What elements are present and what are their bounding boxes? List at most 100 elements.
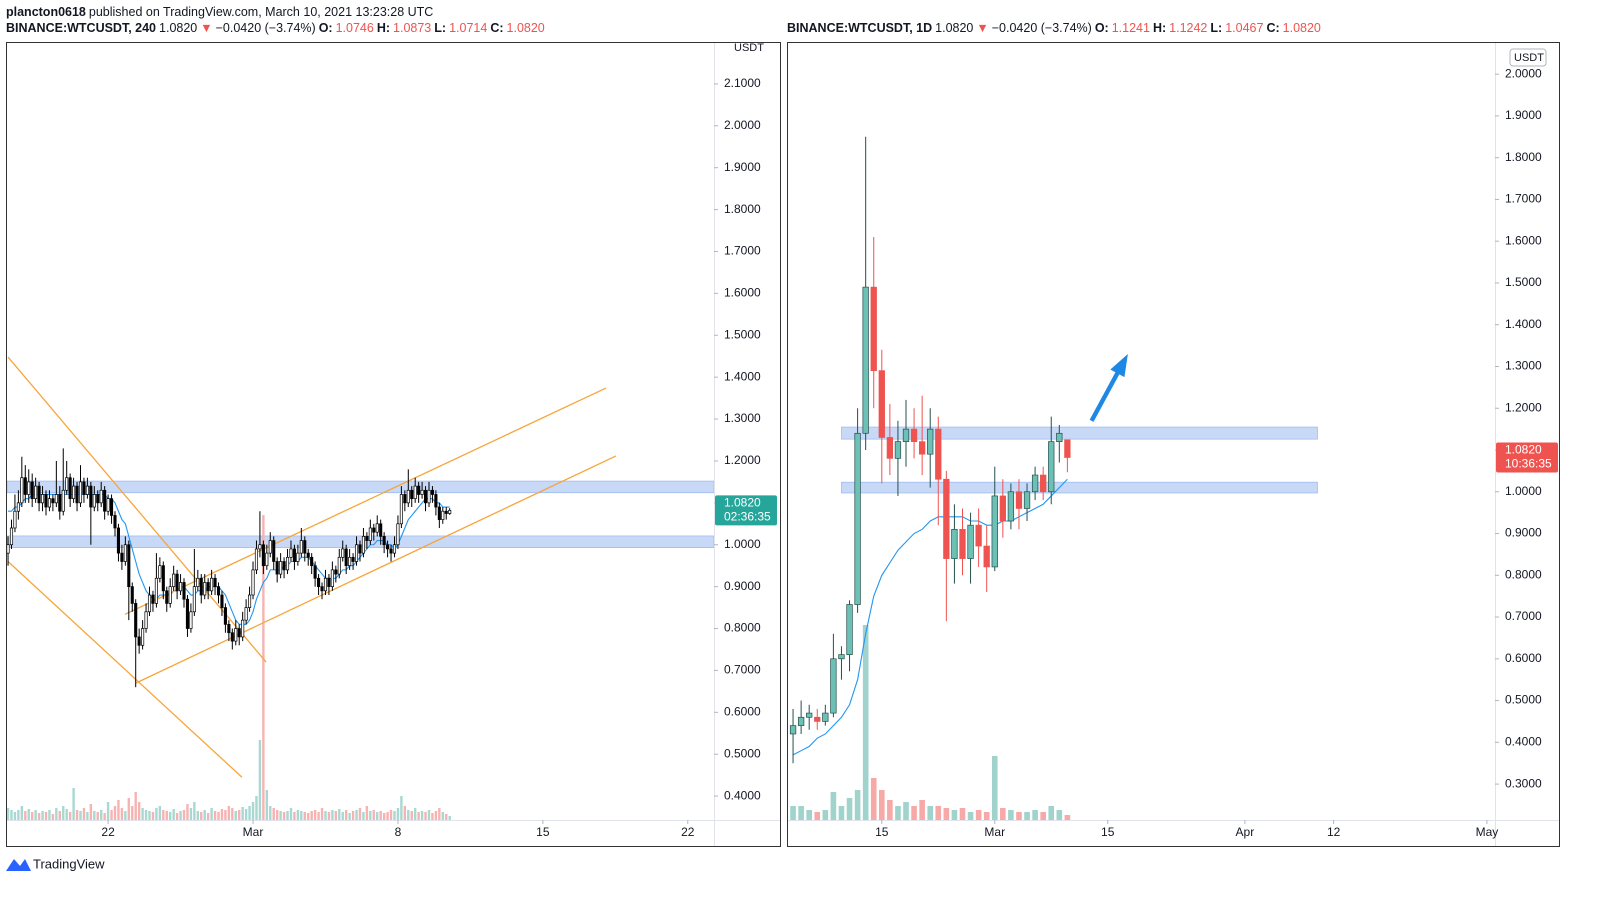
volume-bar <box>344 810 348 820</box>
publisher-text: published on TradingView.com, March 10, … <box>88 5 434 19</box>
candle-body <box>437 506 441 520</box>
candle-body <box>354 544 359 562</box>
volume-bar <box>213 811 217 820</box>
volume-bar <box>445 814 448 820</box>
volume-bar <box>65 809 68 820</box>
volume-bar <box>790 806 796 820</box>
candle-body <box>51 498 55 504</box>
volume-bar <box>806 810 812 820</box>
candle-body <box>68 477 72 500</box>
y-tick-label: 1.6000 <box>724 286 761 300</box>
candle-body <box>918 441 926 455</box>
candle-body <box>134 603 138 638</box>
volume-bar <box>895 806 901 820</box>
candle-body <box>96 494 100 504</box>
volume-bar <box>206 813 210 820</box>
x-tick-label: 12 <box>1327 825 1341 839</box>
y-tick-label: 1.3000 <box>724 411 761 425</box>
volume-bar <box>172 809 175 820</box>
candle-body <box>358 544 362 554</box>
price-tag-label: 1.0820 <box>1505 443 1542 457</box>
y-tick-label: 1.9000 <box>1505 108 1542 122</box>
o-value: 1.0746 <box>335 21 374 35</box>
candle-body <box>337 556 341 575</box>
y-tick-label: 1.2000 <box>724 453 761 467</box>
l-label: L: <box>1210 21 1223 35</box>
o-label: O: <box>1094 21 1109 35</box>
candle-body <box>175 573 179 592</box>
volume-bar <box>887 800 893 820</box>
volume-bar <box>220 809 224 820</box>
volume-bar <box>255 796 258 820</box>
volume-bar <box>99 810 103 820</box>
candle-body <box>427 489 431 504</box>
candle-body <box>16 502 20 512</box>
volume-bar <box>182 810 186 820</box>
volume-bar <box>13 812 17 820</box>
candle-body <box>161 565 165 592</box>
volume-bar <box>244 809 248 820</box>
candle-body <box>158 565 162 579</box>
volume-bar <box>303 812 306 820</box>
candle-body <box>434 494 438 508</box>
candle-body <box>275 561 279 575</box>
volume-bar <box>234 811 237 820</box>
volume-bar <box>58 811 61 820</box>
volume-bar <box>911 806 917 820</box>
candle-body <box>846 604 853 655</box>
unit-label: USDT <box>734 42 764 54</box>
volume-bar <box>72 788 75 820</box>
volume-bar <box>448 816 451 820</box>
volume-bar <box>79 811 82 820</box>
c-label: C: <box>490 21 504 35</box>
candle-body <box>292 548 296 562</box>
volume-bar <box>20 806 24 820</box>
candle-body <box>886 437 894 459</box>
volume-bar <box>137 802 141 820</box>
candle-body <box>983 545 990 568</box>
candle-body <box>241 619 245 638</box>
volume-bar <box>410 811 413 820</box>
candle-body <box>361 536 365 554</box>
volume-bar <box>310 811 313 820</box>
volume-bar <box>41 811 44 820</box>
candle-body <box>372 527 376 533</box>
arrow <box>1089 353 1128 422</box>
volume-bar <box>131 806 134 820</box>
candle-body <box>179 582 183 592</box>
y-tick-label: 1.2000 <box>1505 400 1542 414</box>
volume-bar <box>86 812 89 820</box>
candle-body <box>113 515 117 529</box>
candle-body <box>44 494 48 508</box>
c-value: 1.0820 <box>506 21 545 35</box>
plot-area <box>789 136 1318 820</box>
volume-bar <box>117 800 120 820</box>
volume-bar <box>431 813 434 820</box>
volume-bar <box>358 808 362 820</box>
volume-bar <box>75 810 79 820</box>
candle-body <box>165 590 169 604</box>
volume-bar <box>265 790 269 820</box>
candle-body <box>34 485 38 500</box>
volume-bar <box>217 812 220 820</box>
candle-body <box>82 481 86 495</box>
candle-body <box>137 636 141 646</box>
y-tick-label: 0.5000 <box>724 746 761 760</box>
change-direction: ▼ <box>976 21 989 35</box>
candle-body <box>444 510 448 514</box>
volume-bar <box>124 811 127 820</box>
h-label: H: <box>1152 21 1167 35</box>
candle-body <box>27 481 31 495</box>
volume-bar <box>158 806 162 820</box>
candle-body <box>822 712 829 722</box>
y-tick-label: 1.7000 <box>1505 192 1542 206</box>
candle-body <box>327 577 331 587</box>
panel-border <box>787 42 1560 847</box>
y-tick-label: 0.3000 <box>1505 776 1542 790</box>
publisher-line: plancton0618 published on TradingView.com… <box>6 5 436 19</box>
x-tick-label: 15 <box>536 825 550 839</box>
volume-bar <box>34 810 37 820</box>
x-tick-label: Mar <box>984 825 1005 839</box>
volume-bar <box>338 809 341 820</box>
y-tick-label: 0.7000 <box>1505 609 1542 623</box>
